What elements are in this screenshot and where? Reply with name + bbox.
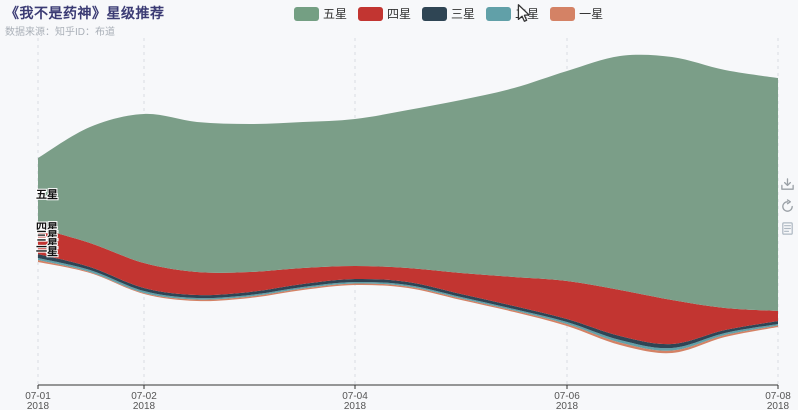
legend-swatch [486, 6, 512, 21]
x-axis-label: 07-02 2018 [131, 391, 157, 410]
stream-band-四星[interactable] [38, 228, 778, 345]
band-label-二星: 二星 [36, 237, 58, 250]
toolbox [780, 177, 795, 236]
legend-swatch [550, 6, 576, 21]
legend-label: 三星 [451, 7, 476, 21]
chart-title: 《我不是药神》星级推荐 [5, 5, 165, 21]
x-axis-label: 07-08 2018 [765, 391, 791, 410]
stream-band-三星[interactable] [38, 254, 778, 349]
band-label-四星: 四星 [36, 221, 58, 234]
legend-swatch [294, 6, 319, 21]
restore-icon[interactable] [780, 199, 795, 214]
band-label-一星: 一星 [36, 245, 58, 258]
legend-item-一星[interactable]: 一星 [550, 5, 603, 22]
legend-item-三星[interactable]: 三星 [422, 5, 475, 22]
legend-item-四星[interactable]: 四星 [358, 5, 411, 22]
band-label-三星: 三星 [36, 229, 58, 242]
legend-label: 四星 [387, 7, 412, 21]
stream-band-二星[interactable] [38, 258, 778, 351]
legend-item-五星[interactable]: 五星 [294, 5, 347, 22]
legend-swatch [358, 6, 384, 21]
stream-band-一星[interactable] [38, 260, 778, 354]
stream-band-五星[interactable] [38, 54, 778, 311]
x-axis-label: 07-04 2018 [342, 391, 368, 410]
legend-swatch [422, 6, 448, 21]
legend-label: 一星 [579, 7, 604, 21]
save-as-image-icon[interactable] [780, 177, 795, 192]
data-view-icon[interactable] [780, 221, 795, 236]
legend-label: 五星 [323, 7, 348, 21]
chart-subtitle: 数据来源：知乎ID：布道 [5, 27, 115, 38]
band-label-五星: 五星 [36, 188, 58, 201]
x-axis-label: 07-06 2018 [554, 391, 580, 410]
x-axis-label: 07-01 2018 [25, 391, 51, 410]
